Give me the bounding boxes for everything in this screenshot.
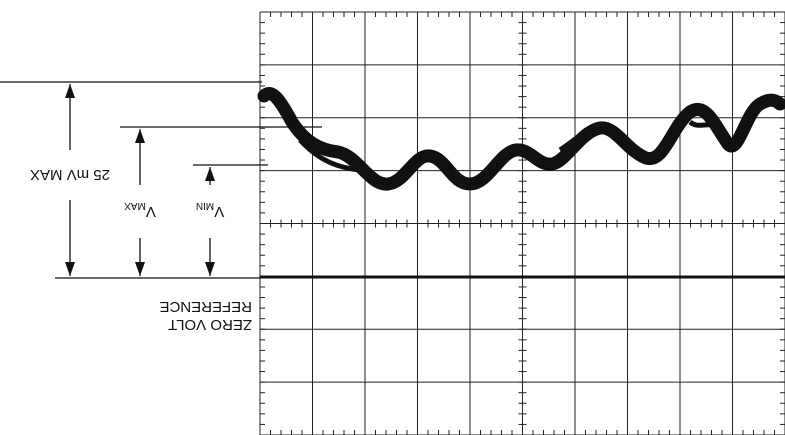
- vmax-subscript: MAX: [124, 200, 146, 211]
- vmax-symbol: V: [146, 203, 156, 220]
- vmin-label: VMIN: [196, 200, 224, 220]
- scope-diagram: 25 mV MAX VMAX VMIN ZERO VOLT REFERENCE: [0, 0, 785, 435]
- graticule: [260, 12, 785, 435]
- vmax-label: VMAX: [124, 200, 156, 220]
- vmin-subscript: MIN: [196, 200, 214, 211]
- reference-line-2: REFERENCE: [159, 298, 252, 315]
- reference-line-1: ZERO VOLT: [168, 316, 252, 333]
- reference-label: ZERO VOLT REFERENCE: [159, 298, 252, 333]
- vmin-symbol: V: [214, 203, 224, 220]
- range-label: 25 mV MAX: [30, 166, 110, 183]
